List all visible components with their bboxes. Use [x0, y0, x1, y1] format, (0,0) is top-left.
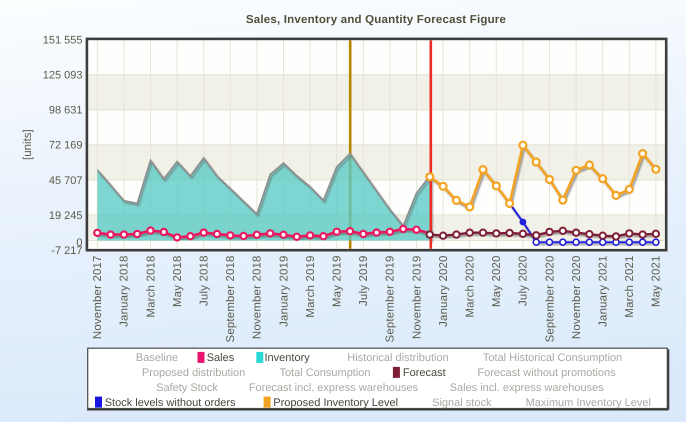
svg-text:November 2018: November 2018	[252, 255, 264, 339]
svg-text:March 2019: March 2019	[305, 255, 317, 317]
svg-text:Forecast without promotions: Forecast without promotions	[477, 367, 616, 379]
svg-text:98 631: 98 631	[49, 105, 83, 117]
svg-text:Total Historical Consumption: Total Historical Consumption	[483, 352, 622, 364]
svg-text:Forecast: Forecast	[403, 367, 446, 379]
svg-text:Stock levels without orders: Stock levels without orders	[105, 397, 236, 409]
svg-text:May 2021: May 2021	[651, 255, 663, 307]
svg-text:Proposed distribution: Proposed distribution	[142, 367, 245, 379]
svg-text:July 2019: July 2019	[358, 255, 370, 306]
svg-text:151 555: 151 555	[43, 35, 83, 47]
svg-text:March 2018: March 2018	[145, 255, 157, 317]
svg-text:May 2018: May 2018	[172, 255, 184, 307]
svg-text:-7 217: -7 217	[51, 245, 82, 257]
svg-text:May 2020: May 2020	[491, 255, 503, 307]
svg-text:November 2020: November 2020	[571, 255, 583, 339]
svg-text:January 2021: January 2021	[598, 255, 610, 326]
svg-text:Total Consumption: Total Consumption	[279, 367, 370, 379]
svg-text:Sales, Inventory and Quantity: Sales, Inventory and Quantity Forecast F…	[246, 14, 506, 26]
svg-text:Proposed Inventory Level: Proposed Inventory Level	[273, 397, 398, 409]
svg-text:19 245: 19 245	[49, 210, 83, 222]
svg-text:May 2019: May 2019	[332, 255, 344, 307]
svg-text:March 2020: March 2020	[465, 255, 477, 317]
svg-text:September 2019: September 2019	[385, 255, 397, 342]
svg-text:Signal stock: Signal stock	[432, 397, 492, 409]
svg-text:72 169: 72 169	[49, 140, 83, 152]
svg-text:45 707: 45 707	[49, 175, 83, 187]
svg-text:Sales: Sales	[207, 352, 235, 364]
svg-text:Maximum Inventory Level: Maximum Inventory Level	[526, 397, 651, 409]
svg-text:125 093: 125 093	[43, 70, 83, 82]
svg-text:Inventory: Inventory	[265, 352, 311, 364]
svg-text:January 2019: January 2019	[278, 255, 290, 326]
svg-text:January 2018: January 2018	[119, 255, 131, 326]
svg-text:July 2018: July 2018	[199, 255, 211, 306]
svg-text:Sales incl. express warehouses: Sales incl. express warehouses	[450, 382, 605, 394]
svg-text:July 2020: July 2020	[518, 255, 530, 306]
svg-text:[units]: [units]	[22, 129, 34, 160]
svg-text:September 2020: September 2020	[544, 255, 556, 342]
svg-text:January 2020: January 2020	[438, 255, 450, 326]
svg-text:Safety Stock: Safety Stock	[156, 382, 218, 394]
svg-text:0: 0	[76, 237, 82, 249]
svg-text:November 2017: November 2017	[92, 255, 104, 339]
svg-text:November 2019: November 2019	[411, 255, 423, 339]
svg-text:March 2021: March 2021	[624, 255, 636, 317]
svg-text:September 2018: September 2018	[225, 255, 237, 342]
svg-text:Baseline: Baseline	[136, 352, 178, 364]
svg-text:Forecast incl. express warehou: Forecast incl. express warehouses	[249, 382, 419, 394]
svg-text:Historical distribution: Historical distribution	[347, 352, 448, 364]
